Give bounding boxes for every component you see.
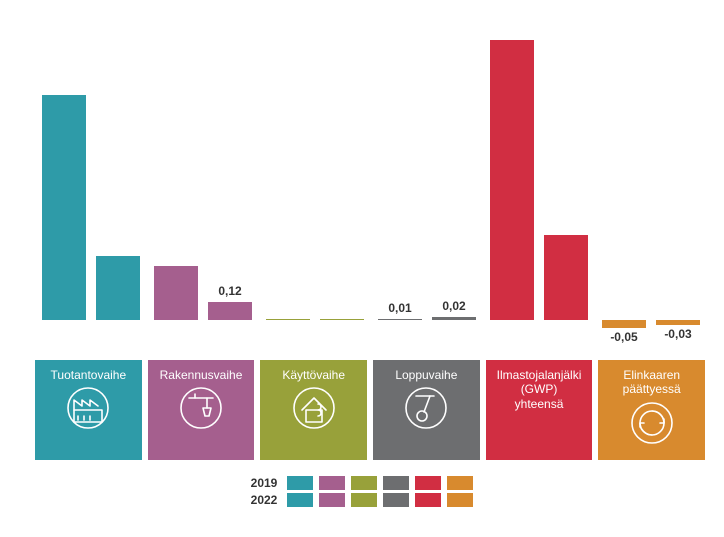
bar-label: -0,03 (656, 327, 700, 341)
bar-elinkaari-2022: -0,03 (656, 320, 700, 325)
bar-loppu-2022: 0,02 (432, 317, 476, 320)
category-rakennus: 0,36 0,12 (147, 20, 259, 360)
legend-swatch (383, 476, 409, 490)
legend-swatch (383, 493, 409, 507)
bar-label: 0,57 (544, 217, 588, 231)
wrecking-icon (404, 386, 448, 435)
tile-kaytto: Käyttövaihe (260, 360, 367, 460)
category-tuotanto: 1,500,43 (35, 20, 147, 360)
legend-row-2019: 2019 (251, 476, 474, 490)
tile-rakennus: Rakennusvaihe (148, 360, 255, 460)
legend-swatch (415, 476, 441, 490)
category-elinkaari: -0,05 -0,03 (595, 20, 707, 360)
tile-gwp: Ilmastojalanjälki (GWP)yhteensä (486, 360, 593, 460)
category-gwp: 1,870,57 (483, 20, 595, 360)
bar-elinkaari-2019: -0,05 (602, 320, 646, 328)
tile-label: Loppuvaihe (395, 368, 457, 382)
bar-loppu-2019: 0,01 (378, 319, 422, 321)
tile-loppu: Loppuvaihe (373, 360, 480, 460)
crane-icon (179, 386, 223, 435)
bar-label: 1,50 (42, 77, 86, 91)
bar-gwp-2019: 1,87 (490, 40, 534, 321)
legend-year-label: 2019 (251, 476, 278, 490)
legend-swatch (319, 493, 345, 507)
bar-label: 0,02 (432, 299, 476, 313)
legend: 2019 2022 (0, 476, 724, 507)
legend-swatch (447, 493, 473, 507)
category-tiles: Tuotantovaihe Rakennusvaihe Käyttövaihe Lop… (35, 360, 705, 460)
bar-kaytto-2019 (266, 319, 310, 320)
chart-plot-area: 1,500,430,360,120,010,021,870,57-0,05-0,… (35, 20, 705, 360)
bar-tuotanto-2022: 0,43 (96, 256, 140, 321)
bar-label: 0,01 (378, 301, 422, 315)
legend-swatch (287, 493, 313, 507)
cycle-icon (630, 401, 674, 450)
house-icon (292, 386, 336, 435)
bar-rakennus-2022: 0,12 (208, 302, 252, 320)
factory-icon (66, 386, 110, 435)
legend-swatch (447, 476, 473, 490)
tile-tuotanto: Tuotantovaihe (35, 360, 142, 460)
category-kaytto (259, 20, 371, 360)
category-loppu: 0,01 0,02 (371, 20, 483, 360)
legend-swatch (351, 476, 377, 490)
bar-label: 0,12 (208, 284, 252, 298)
legend-swatch (319, 476, 345, 490)
tile-label: Ilmastojalanjälki (GWP)yhteensä (486, 368, 593, 411)
bar-tuotanto-2019: 1,50 (42, 95, 86, 320)
bar-rakennus-2019: 0,36 (154, 266, 198, 320)
tile-label: Käyttövaihe (282, 368, 345, 382)
bar-label: 1,87 (490, 22, 534, 36)
bar-label: 0,43 (96, 238, 140, 252)
legend-swatch (351, 493, 377, 507)
tile-elinkaari: Elinkaarenpäättyessä (598, 360, 705, 460)
bar-kaytto-2022 (320, 319, 364, 320)
legend-swatch (287, 476, 313, 490)
bar-label: -0,05 (602, 330, 646, 344)
tile-label: Tuotantovaihe (51, 368, 127, 382)
tile-label: Elinkaarenpäättyessä (623, 368, 681, 397)
bar-gwp-2022: 0,57 (544, 235, 588, 321)
tile-label: Rakennusvaihe (160, 368, 243, 382)
legend-row-2022: 2022 (251, 493, 474, 507)
bar-label: 0,36 (154, 248, 198, 262)
legend-year-label: 2022 (251, 493, 278, 507)
legend-swatch (415, 493, 441, 507)
